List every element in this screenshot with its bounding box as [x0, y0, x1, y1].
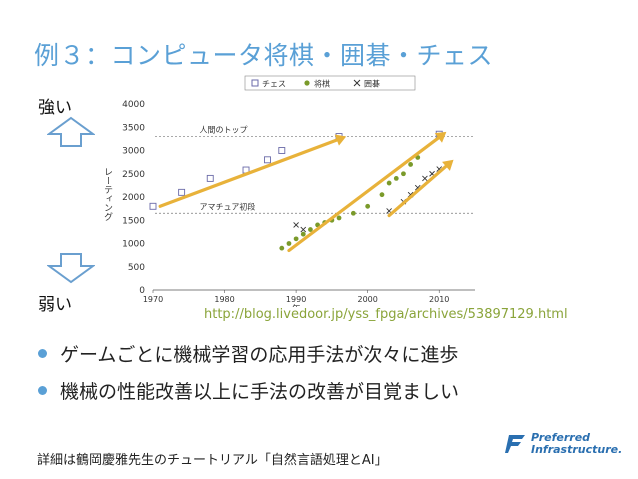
bullet-text: 機械の性能改善以上に手法の改善が目覚ましい — [60, 381, 460, 403]
trend-arrow-head — [434, 131, 447, 143]
chart-xlabel: 年 — [292, 303, 301, 307]
reference-line-label: アマチュア初段 — [200, 201, 256, 211]
legend-marker — [304, 80, 310, 86]
trend-arrow — [287, 136, 440, 253]
up-arrow-icon — [47, 116, 95, 147]
y-tick-label: 3000 — [122, 147, 145, 157]
list-item: ゲームごとに機械学習の応用手法が次々に進歩 — [38, 340, 459, 367]
logo-line-1: Preferred — [531, 431, 591, 444]
shogi-point — [393, 176, 399, 181]
chart-legend: チェス 将棋 囲碁 — [244, 75, 416, 91]
chess-point — [149, 202, 157, 210]
shogi-point — [300, 231, 306, 237]
y-tick-label: 0 — [139, 286, 145, 296]
legend-label: チェス — [262, 80, 286, 89]
chess-point — [278, 147, 286, 154]
x-tick-label: 1980 — [214, 295, 234, 304]
shogi-point — [286, 241, 292, 246]
legend-label: 囲碁 — [364, 79, 380, 89]
weak-label: 弱い — [38, 295, 72, 315]
trend-arrow — [387, 164, 448, 218]
x-tick-label: 2010 — [429, 295, 449, 304]
y-tick-label: 3500 — [122, 123, 145, 133]
down-arrow-icon — [47, 253, 95, 284]
chess-point — [178, 188, 186, 196]
footnote: 詳細は鶴岡慶雅先生のチュートリアル「自然言語処理とAI」 — [37, 453, 388, 468]
bullet-dot — [38, 349, 47, 358]
shogi-point — [350, 210, 356, 216]
chess-point — [264, 156, 271, 164]
y-tick-label: 2500 — [122, 170, 145, 180]
shogi-point — [401, 171, 406, 177]
shogi-point — [336, 215, 342, 221]
chart-ylabel: レーティング — [102, 167, 113, 221]
y-tick-label: 1500 — [122, 216, 145, 226]
y-tick-label: 500 — [128, 263, 145, 273]
source-url-link[interactable]: http://blog.livedoor.jp/yss_fpga/archive… — [204, 307, 568, 322]
shogi-point — [308, 227, 313, 232]
list-item: 機械の性能改善以上に手法の改善が目覚ましい — [38, 377, 459, 404]
shogi-point — [365, 203, 371, 209]
shogi-point — [386, 180, 392, 186]
x-tick-label: 1970 — [143, 295, 163, 304]
trend-arrow-head — [334, 134, 347, 146]
shogi-point — [293, 236, 299, 242]
strong-label: 強い — [38, 98, 72, 118]
slide-title: 例３：コンピュータ将棋・囲碁・チェス — [34, 41, 494, 70]
bullet-list: ゲームごとに機械学習の応用手法が次々に進歩 機械の性能改善以上に手法の改善が目覚… — [38, 340, 459, 414]
legend-label: 将棋 — [314, 79, 330, 89]
shogi-point — [408, 162, 413, 167]
logo-line-2: Infrastructure. — [531, 443, 623, 456]
bullet-text: ゲームごとに機械学習の応用手法が次々に進歩 — [60, 344, 459, 366]
y-tick-label: 2000 — [122, 193, 145, 203]
shogi-point — [379, 192, 385, 198]
x-tick-label: 2000 — [357, 295, 377, 304]
company-logo: Preferred Infrastructure. — [505, 432, 622, 456]
y-tick-label: 4000 — [122, 100, 145, 110]
logo-mark-icon — [505, 435, 525, 453]
trend-arrow-head — [442, 159, 454, 171]
y-tick-label: 1000 — [122, 240, 145, 250]
reference-line-label: 人間のトップ — [200, 126, 248, 135]
chess-point — [206, 174, 214, 182]
bullet-dot — [38, 386, 47, 395]
legend-marker — [251, 79, 259, 87]
x-tick-label: 1990 — [286, 295, 306, 304]
trend-arrow — [158, 138, 339, 208]
legend-box — [244, 75, 416, 91]
shogi-point — [279, 245, 285, 251]
